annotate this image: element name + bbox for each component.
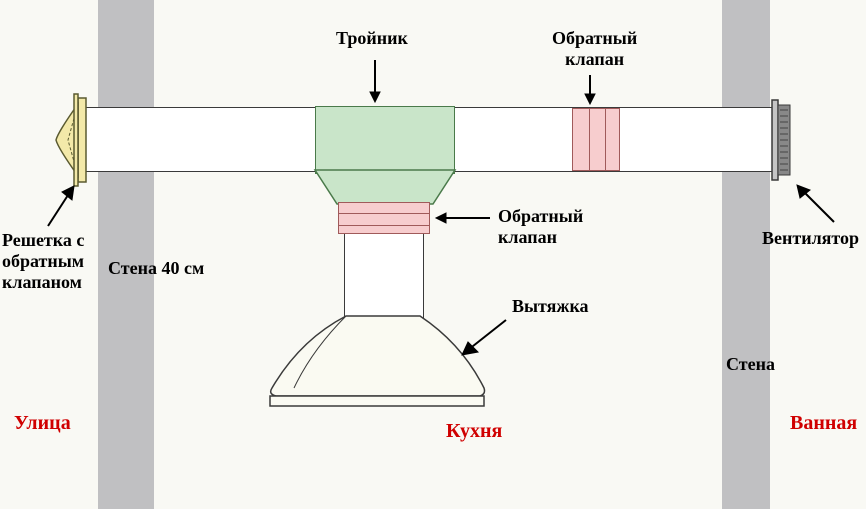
label-valve-side: Обратный клапан [498,206,583,247]
label-grille-text: Решетка с обратным клапаном [2,230,84,292]
label-tee: Тройник [336,28,408,49]
label-wall-right: Стена [726,354,775,375]
zone-street: Улица [14,412,71,435]
label-valve-top: Обратный клапан [552,28,637,69]
zone-kitchen: Кухня [446,420,502,443]
zone-bath: Ванная [790,412,857,435]
label-grille: Решетка с обратным клапаном [2,230,84,294]
label-valve-top-line1: Обратный клапан [552,28,637,69]
label-fan: Вентилятор [762,228,859,249]
label-hood: Вытяжка [512,296,589,317]
label-wall-left: Стена 40 см [108,258,204,279]
label-valve-side-text: Обратный клапан [498,206,583,247]
arrow-fan [0,0,866,509]
